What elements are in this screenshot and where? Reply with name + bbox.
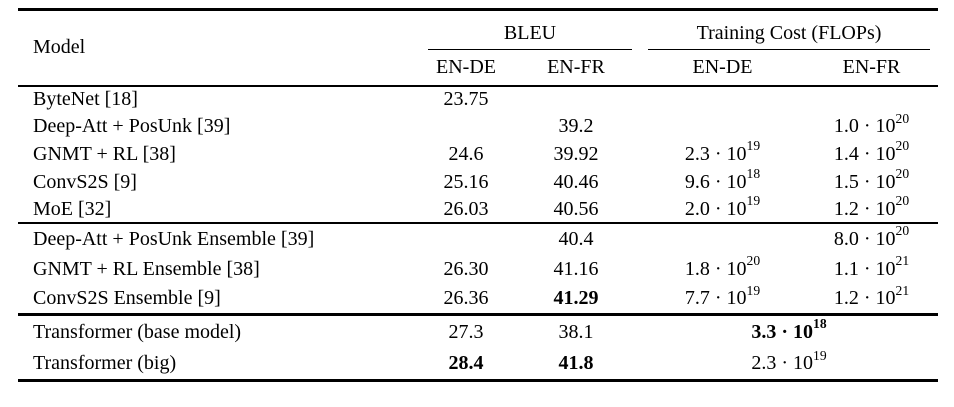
table-header: Model BLEU Training Cost (FLOPs) EN-DE E…	[18, 9, 939, 87]
cost-en-de-cell: 1.8 · 1020	[684, 253, 761, 280]
table-row: Deep-Att + PosUnk [39] 39.2 1.0 · 1020	[18, 110, 938, 141]
table-row: Deep-Att + PosUnk Ensemble [39] 40.4 8.0 ·…	[18, 223, 938, 254]
model-cell: Transformer (base model)	[33, 320, 242, 343]
model-cell: Deep-Att + PosUnk [39]	[33, 115, 231, 138]
table-row: GNMT + RL Ensemble [38] 26.30 41.16 1.8 · 1…	[18, 254, 938, 285]
cost-en-de-column-header: EN-DE	[640, 49, 805, 87]
table-block-transformer-models: Transformer (base model) 27.3 38.1 3.3 · 10…	[18, 315, 939, 383]
bleu-en-de-column-header: EN-DE	[420, 49, 512, 87]
bleu-en-de-cell: 23.75	[443, 88, 489, 111]
cost-en-fr-cell: 1.0 · 1020	[833, 110, 910, 138]
cost-en-de-cell	[640, 86, 805, 114]
table-row: ConvS2S [9] 25.16 40.46 9.6 · 1018 1.5 · 102…	[18, 165, 938, 196]
bleu-en-de-cell: 26.36	[420, 284, 512, 317]
results-table: Model BLEU Training Cost (FLOPs) EN-DE E…	[18, 8, 939, 383]
bleu-en-de-cell: 28.4	[420, 347, 512, 383]
table-row: Transformer (big) 28.4 41.8 2.3 · 1019	[18, 347, 939, 383]
bleu-en-fr-cell	[512, 86, 640, 114]
cost-en-de-cell	[640, 113, 805, 141]
cost-en-fr-cell: 1.1 · 1021	[833, 253, 910, 280]
table-block-baseline-models: ByteNet [18] 23.75 Deep-Att + PosUnk [39] 3…	[18, 86, 939, 225]
training-cost-group-header: Training Cost (FLOPs)	[640, 10, 938, 50]
table-row: MoE [32] 26.03 40.56 2.0 · 1019 1.2 · 1020	[18, 194, 939, 225]
bleu-en-fr-cell: 40.4	[558, 227, 594, 250]
bleu-en-fr-cell: 41.8	[512, 347, 640, 383]
training-cost-group-label: Training Cost (FLOPs)	[648, 22, 931, 50]
cost-en-fr-cell	[805, 86, 938, 114]
bleu-en-fr-cell: 41.16	[553, 257, 599, 280]
table-row: ConvS2S Ensemble [9] 26.36 41.29 7.7 · 1019…	[18, 283, 939, 317]
bleu-en-fr-cell: 41.29	[512, 284, 640, 317]
bleu-en-fr-cell: 38.1	[558, 320, 594, 343]
bleu-en-fr-cell: 39.2	[558, 115, 594, 138]
model-cell: ConvS2S [9]	[33, 170, 137, 193]
bleu-group-header: BLEU	[420, 10, 640, 50]
cost-en-fr-cell: 1.2 · 1021	[805, 283, 939, 317]
model-cell: ByteNet [18]	[33, 88, 138, 111]
header-sub-row: EN-DE EN-FR EN-DE EN-FR	[18, 49, 939, 87]
model-cell: MoE [32]	[18, 195, 420, 225]
bleu-en-de-cell: 24.6	[448, 142, 484, 165]
table-row: Transformer (base model) 27.3 38.1 3.3 · 10…	[18, 315, 938, 348]
bleu-en-fr-column-header: EN-FR	[512, 49, 640, 87]
header-group-row: Model BLEU Training Cost (FLOPs)	[18, 9, 938, 87]
cost-en-fr-cell: 8.0 · 1020	[833, 223, 910, 250]
cost-en-de-cell	[640, 223, 805, 254]
bleu-en-de-cell: 26.03	[420, 195, 512, 225]
model-column-header: Model	[18, 9, 420, 87]
bleu-en-de-cell	[420, 113, 512, 141]
table-row: ByteNet [18] 23.75	[18, 86, 938, 114]
cost-en-de-cell: 2.3 · 1019	[684, 138, 761, 165]
model-cell: GNMT + RL [38]	[33, 142, 176, 165]
table-row: GNMT + RL [38] 24.6 39.92 2.3 · 1019 1.4 · 1…	[18, 138, 938, 169]
cost-en-fr-cell: 1.5 · 1020	[833, 165, 910, 193]
bleu-en-de-cell: 27.3	[448, 320, 484, 343]
model-cell: ConvS2S Ensemble [9]	[18, 284, 420, 317]
cost-span-cell: 2.3 · 1019	[640, 347, 939, 383]
cost-en-de-cell: 9.6 · 1018	[684, 165, 761, 193]
bleu-en-fr-cell: 40.46	[553, 170, 599, 193]
model-cell: GNMT + RL Ensemble [38]	[33, 257, 260, 280]
cost-en-fr-cell: 1.2 · 1020	[805, 194, 939, 225]
cost-en-fr-cell: 1.4 · 1020	[833, 138, 910, 165]
cost-en-fr-column-header: EN-FR	[805, 49, 939, 87]
model-cell: Deep-Att + PosUnk Ensemble [39]	[33, 227, 315, 250]
model-cell: Transformer (big)	[18, 347, 420, 383]
bleu-en-de-cell: 25.16	[443, 170, 489, 193]
bleu-en-fr-cell: 39.92	[553, 142, 599, 165]
cost-en-de-cell: 2.0 · 1019	[640, 194, 805, 225]
bleu-en-de-cell	[420, 223, 512, 254]
table-block-ensemble-models: Deep-Att + PosUnk Ensemble [39] 40.4 8.0 ·…	[18, 223, 939, 317]
bleu-group-label: BLEU	[428, 22, 632, 50]
cost-en-de-cell: 7.7 · 1019	[640, 283, 805, 317]
cost-span-cell: 3.3 · 1018	[751, 316, 827, 343]
bleu-en-de-cell: 26.30	[443, 257, 489, 280]
bleu-en-fr-cell: 40.56	[512, 195, 640, 225]
